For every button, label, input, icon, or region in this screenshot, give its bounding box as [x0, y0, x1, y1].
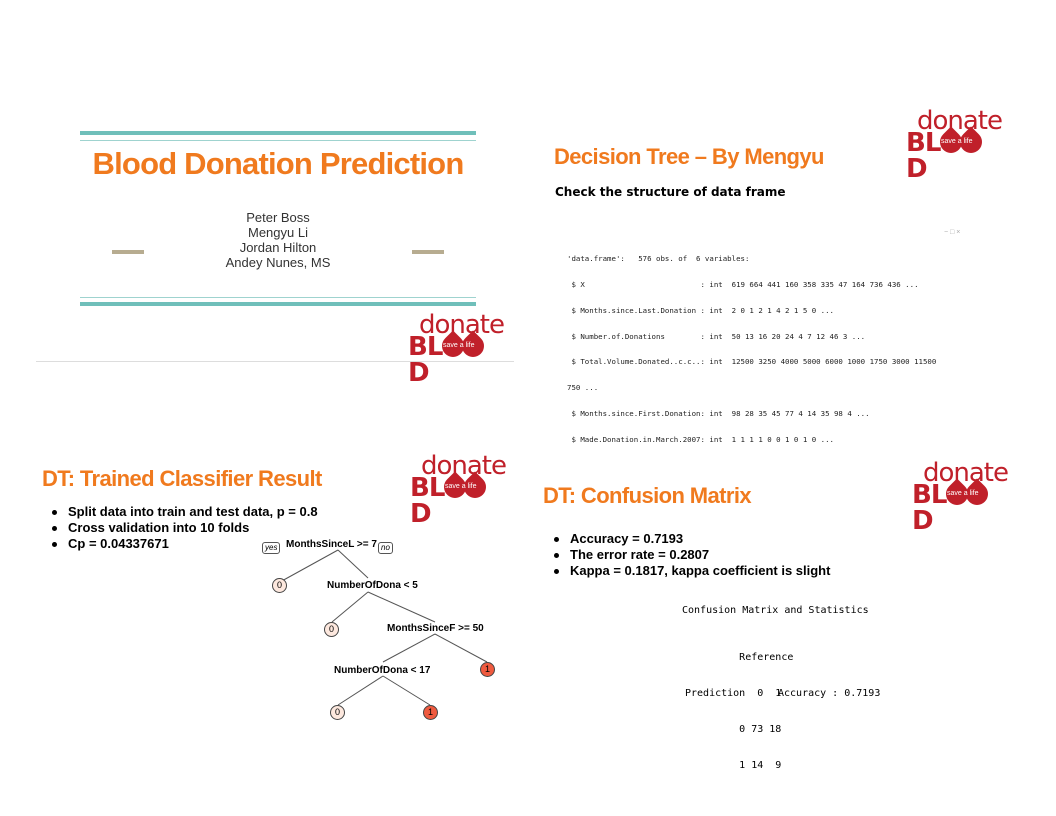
slide-heading: DT: Trained Classifier Result [42, 466, 322, 491]
logo-d: D [408, 358, 430, 388]
logo-blood-text: BLD [912, 480, 1008, 534]
logo-d: D [410, 499, 432, 529]
logo-blood-text: BLD [408, 332, 504, 386]
logo-donate-text: donate [418, 310, 505, 340]
console-line: $ Total.Volume.Donated..c.c..: int 12500… [567, 357, 937, 367]
logo-d: D [912, 506, 934, 536]
logo-donate-text: donate [420, 451, 507, 481]
logo-tagline: save a life [445, 483, 477, 490]
console-line: $ Made.Donation.in.March.2007: int 1 1 1… [567, 434, 834, 444]
author-list: Peter Boss Mengyu Li Jordan Hilton Andey… [180, 210, 376, 270]
slide-subtitle: Check the structure of data frame [555, 185, 786, 199]
tree-split-node: NumberOfDona < 17 [334, 665, 431, 676]
logo-bl: BL [912, 480, 947, 510]
console-line: $ X : int 619 664 441 160 358 335 47 164… [567, 279, 919, 289]
logo-bl: BL [408, 332, 443, 362]
logo-donate-text: donate [916, 106, 1003, 136]
console-line: $ Months.since.First.Donation: int 98 28… [567, 408, 870, 418]
bottom-rule-thin [80, 297, 476, 298]
donate-blood-logo: donate BLD save a life [912, 458, 1009, 534]
author: Jordan Hilton [239, 240, 317, 255]
console-line: $ Number.of.Donations : int 50 13 16 20 … [567, 331, 866, 341]
slide-heading: Decision Tree – By Mengyu [554, 144, 824, 169]
matrix-line: 1 14 9 [685, 760, 782, 771]
console-line: 'data.frame': 576 obs. of 6 variables: [567, 254, 750, 264]
logo-bl: BL [410, 473, 445, 503]
bottom-rule [80, 302, 476, 306]
tree-leaf-node: 0 [272, 578, 287, 593]
tree-root-split: MonthsSinceL >= 7 [286, 539, 377, 550]
donate-blood-logo: donate BLD save a life [410, 451, 507, 527]
matrix-line: Reference [685, 652, 794, 663]
donate-blood-logo: donate BLD save a life [408, 310, 505, 386]
bullet-list: Accuracy = 0.7193 The error rate = 0.280… [546, 531, 830, 579]
tree-leaf-node: 1 [423, 705, 438, 720]
author: Andey Nunes, MS [225, 255, 331, 270]
bullet-item: Split data into train and test data, p =… [44, 504, 318, 520]
matrix-line: 0 73 18 [685, 724, 782, 735]
logo-tagline: save a life [947, 490, 979, 497]
tree-leaf-node: 0 [330, 705, 345, 720]
console-output: 'data.frame': 576 obs. of 6 variables: $… [567, 238, 936, 461]
bullet-item: Cross validation into 10 folds [44, 520, 318, 536]
presentation-title: Blood Donation Prediction [92, 146, 465, 181]
bullet-item: Cp = 0.04337671 [44, 536, 318, 552]
matrix-line: Prediction 0 1 [685, 688, 782, 699]
logo-donate-text: donate [922, 458, 1009, 488]
slide-heading: DT: Confusion Matrix [543, 483, 752, 508]
yes-branch-label: yes [262, 542, 281, 554]
no-branch-label: no [378, 542, 393, 554]
author: Mengyu Li [248, 225, 308, 240]
bullet-item: The error rate = 0.2807 [546, 547, 830, 563]
matrix-heading: Confusion Matrix and Statistics [682, 605, 869, 616]
logo-bl: BL [906, 128, 941, 158]
tree-split-node: NumberOfDona < 5 [327, 580, 418, 591]
left-dash [112, 250, 144, 254]
logo-blood-text: BLD [410, 473, 506, 527]
tree-split-node: MonthsSinceF >= 50 [387, 623, 484, 634]
window-controls: − □ × [944, 229, 961, 236]
logo-blood-text: BLD [906, 128, 1002, 182]
logo-tagline: save a life [443, 342, 475, 349]
donate-blood-logo: donate BLD save a life [906, 106, 1003, 182]
accuracy-line: Accuracy : 0.7193 [778, 688, 881, 699]
console-line: $ Months.since.Last.Donation : int 2 0 1… [567, 305, 834, 315]
bullet-item: Kappa = 0.1817, kappa coefficient is sli… [546, 563, 830, 579]
logo-d: D [906, 154, 928, 184]
logo-tagline: save a life [941, 138, 973, 145]
bullet-list: Split data into train and test data, p =… [44, 504, 318, 552]
slide-divider [36, 361, 514, 362]
top-rule [80, 131, 476, 135]
top-rule-thin [80, 140, 476, 141]
right-dash [412, 250, 444, 254]
confusion-matrix-output: Reference Prediction 0 1 0 73 18 1 14 9 [685, 628, 793, 796]
tree-leaf-node: 0 [324, 622, 339, 637]
author: Peter Boss [246, 210, 310, 225]
console-line: 750 ... [567, 383, 599, 393]
bullet-item: Accuracy = 0.7193 [546, 531, 830, 547]
tree-leaf-node: 1 [480, 662, 495, 677]
